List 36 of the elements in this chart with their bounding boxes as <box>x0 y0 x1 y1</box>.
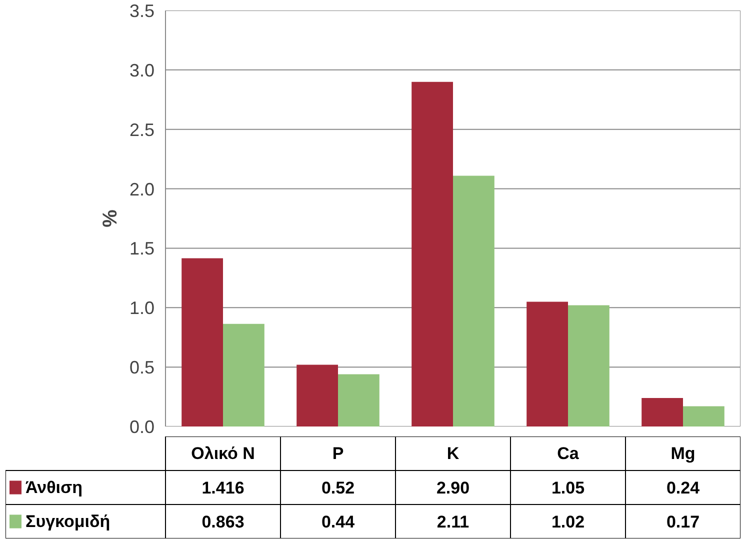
data-label: 0.24 <box>666 478 700 498</box>
y-tick-label: 1.0 <box>129 298 155 318</box>
bar <box>338 374 380 426</box>
data-label: 0.863 <box>202 512 244 532</box>
legend-label: Συγκομιδή <box>26 512 110 531</box>
data-label: 0.44 <box>321 512 356 532</box>
data-label: 1.02 <box>551 512 585 532</box>
bar <box>526 302 568 426</box>
y-tick-label: 0.0 <box>129 417 155 437</box>
x-tick-label: Ca <box>557 444 580 463</box>
y-axis-title: % <box>99 209 122 228</box>
y-tick-label: 3.0 <box>129 60 155 80</box>
data-label: 0.17 <box>666 512 700 532</box>
bar <box>182 258 223 426</box>
bar <box>453 176 494 426</box>
x-tick-label: P <box>332 444 344 463</box>
bar <box>568 305 610 426</box>
y-tick-label: 0.5 <box>129 358 155 378</box>
bar <box>642 398 683 426</box>
x-tick-label: K <box>446 444 460 463</box>
data-label: 0.52 <box>321 478 355 498</box>
x-tick-label: Ολικό N <box>191 444 255 463</box>
bar <box>683 406 724 426</box>
y-tick-label: 3.5 <box>129 1 155 21</box>
bar <box>296 364 338 426</box>
y-tick-label: 2.0 <box>129 179 155 200</box>
data-label: 1.416 <box>202 478 244 498</box>
y-tick-label: 2.5 <box>129 120 155 140</box>
bar <box>223 324 264 426</box>
data-label: 2.11 <box>436 512 470 532</box>
data-label: 1.05 <box>551 478 585 498</box>
data-label: 2.90 <box>436 478 470 498</box>
bar <box>412 82 453 426</box>
legend-label: Άνθιση <box>26 478 83 497</box>
x-tick-label: Mg <box>670 444 696 463</box>
y-tick-label: 1.5 <box>129 238 155 259</box>
